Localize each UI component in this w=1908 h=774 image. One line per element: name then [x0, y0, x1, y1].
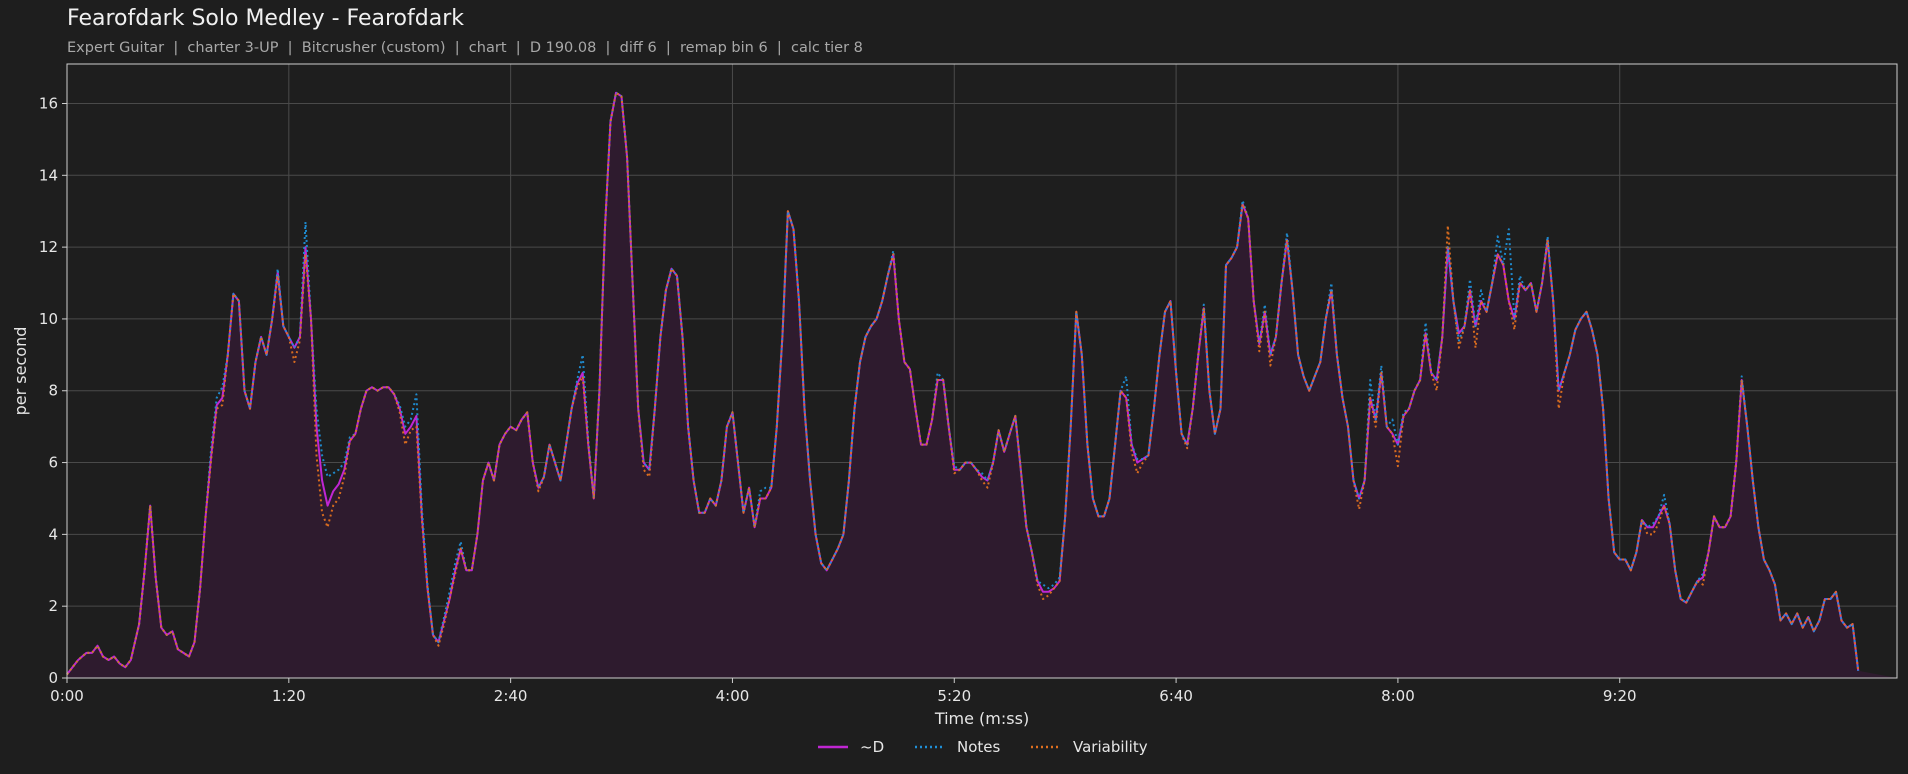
x-tick-label: 8:00 [1381, 687, 1415, 705]
chart-title: Fearofdark Solo Medley - Fearofdark [67, 6, 464, 31]
x-axis-label: Time (m:ss) [934, 709, 1029, 728]
chart-subtitle: Expert Guitar | charter 3-UP | Bitcrushe… [67, 40, 863, 56]
y-tick-label: 4 [48, 525, 58, 543]
x-tick-label: 5:20 [937, 687, 971, 705]
y-tick-label: 6 [48, 454, 58, 472]
x-tick-label: 4:00 [716, 687, 750, 705]
y-tick-label: 14 [39, 166, 58, 184]
x-tick-label: 0:00 [50, 687, 84, 705]
legend-label: Variability [1073, 738, 1148, 756]
x-axis-ticks: 0:00 1:20 2:40 4:00 5:20 6:40 8:00 9:20 [50, 678, 1637, 705]
area-fill [67, 92, 1897, 678]
legend-label: Notes [957, 738, 1001, 756]
plot-frame [66, 63, 1898, 679]
y-tick-label: 12 [39, 238, 58, 256]
area-under-d [67, 92, 1897, 678]
x-tick-label: 1:20 [272, 687, 306, 705]
y-tick-label: 16 [39, 94, 58, 112]
series-lines [66, 91, 1860, 676]
y-axis-ticks: 0 2 4 6 8 10 12 14 16 [39, 94, 67, 687]
y-axis-label: per second [11, 327, 30, 416]
legend-label: ~D [860, 738, 884, 756]
y-tick-label: 10 [39, 310, 58, 328]
x-tick-label: 6:40 [1159, 687, 1193, 705]
series-line-d [66, 91, 1860, 676]
y-tick-label: 2 [48, 597, 58, 615]
legend: ~D Notes Variability [818, 738, 1148, 756]
y-tick-label: 8 [48, 382, 58, 400]
x-tick-label: 2:40 [494, 687, 528, 705]
y-tick-label: 0 [48, 669, 58, 687]
x-tick-label: 9:20 [1603, 687, 1637, 705]
